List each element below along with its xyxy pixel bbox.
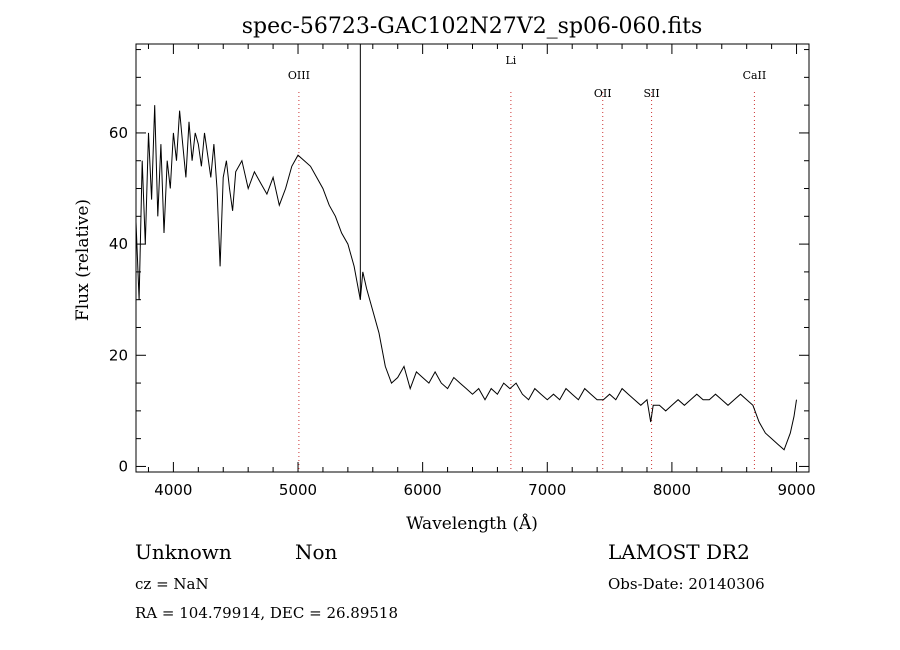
x-tick-label: 5000	[279, 481, 317, 499]
spectral-line-label: SII	[643, 87, 659, 100]
spectral-line-label: CaII	[743, 69, 767, 82]
x-tick-label: 9000	[777, 481, 815, 499]
spectral-line-label: Li	[505, 54, 516, 67]
chart-title: spec-56723-GAC102N27V2_sp06-060.fits	[242, 14, 703, 39]
x-tick-label: 6000	[404, 481, 442, 499]
spectrum-line	[135, 105, 797, 451]
x-tick-label: 8000	[653, 481, 691, 499]
plot-frame	[135, 43, 810, 473]
class-label: Unknown	[135, 540, 232, 564]
subclass-label: Non	[295, 540, 338, 564]
y-axis-label: Flux (relative)	[73, 199, 93, 321]
y-tick-label: 0	[118, 457, 128, 475]
spectral-line-label: OIII	[288, 69, 310, 82]
x-tick-label: 4000	[154, 481, 192, 499]
x-axis-label: Wavelength (Å)	[406, 513, 538, 534]
plot-area: 4000 5000 6000 7000 8000 9000 0 20 40 60 OIII Li OII…	[109, 43, 816, 499]
survey-label: LAMOST DR2	[608, 540, 750, 564]
x-tick-label: 7000	[528, 481, 566, 499]
coordinates-text: RA = 104.79914, DEC = 26.89518	[135, 604, 399, 622]
redshift-text: cz = NaN	[135, 575, 209, 593]
spectral-line-label: OII	[594, 87, 612, 100]
y-tick-label: 60	[109, 124, 128, 142]
obs-date-text: Obs-Date: 20140306	[608, 575, 765, 593]
y-tick-label: 40	[109, 235, 128, 253]
y-tick-label: 20	[109, 346, 128, 364]
